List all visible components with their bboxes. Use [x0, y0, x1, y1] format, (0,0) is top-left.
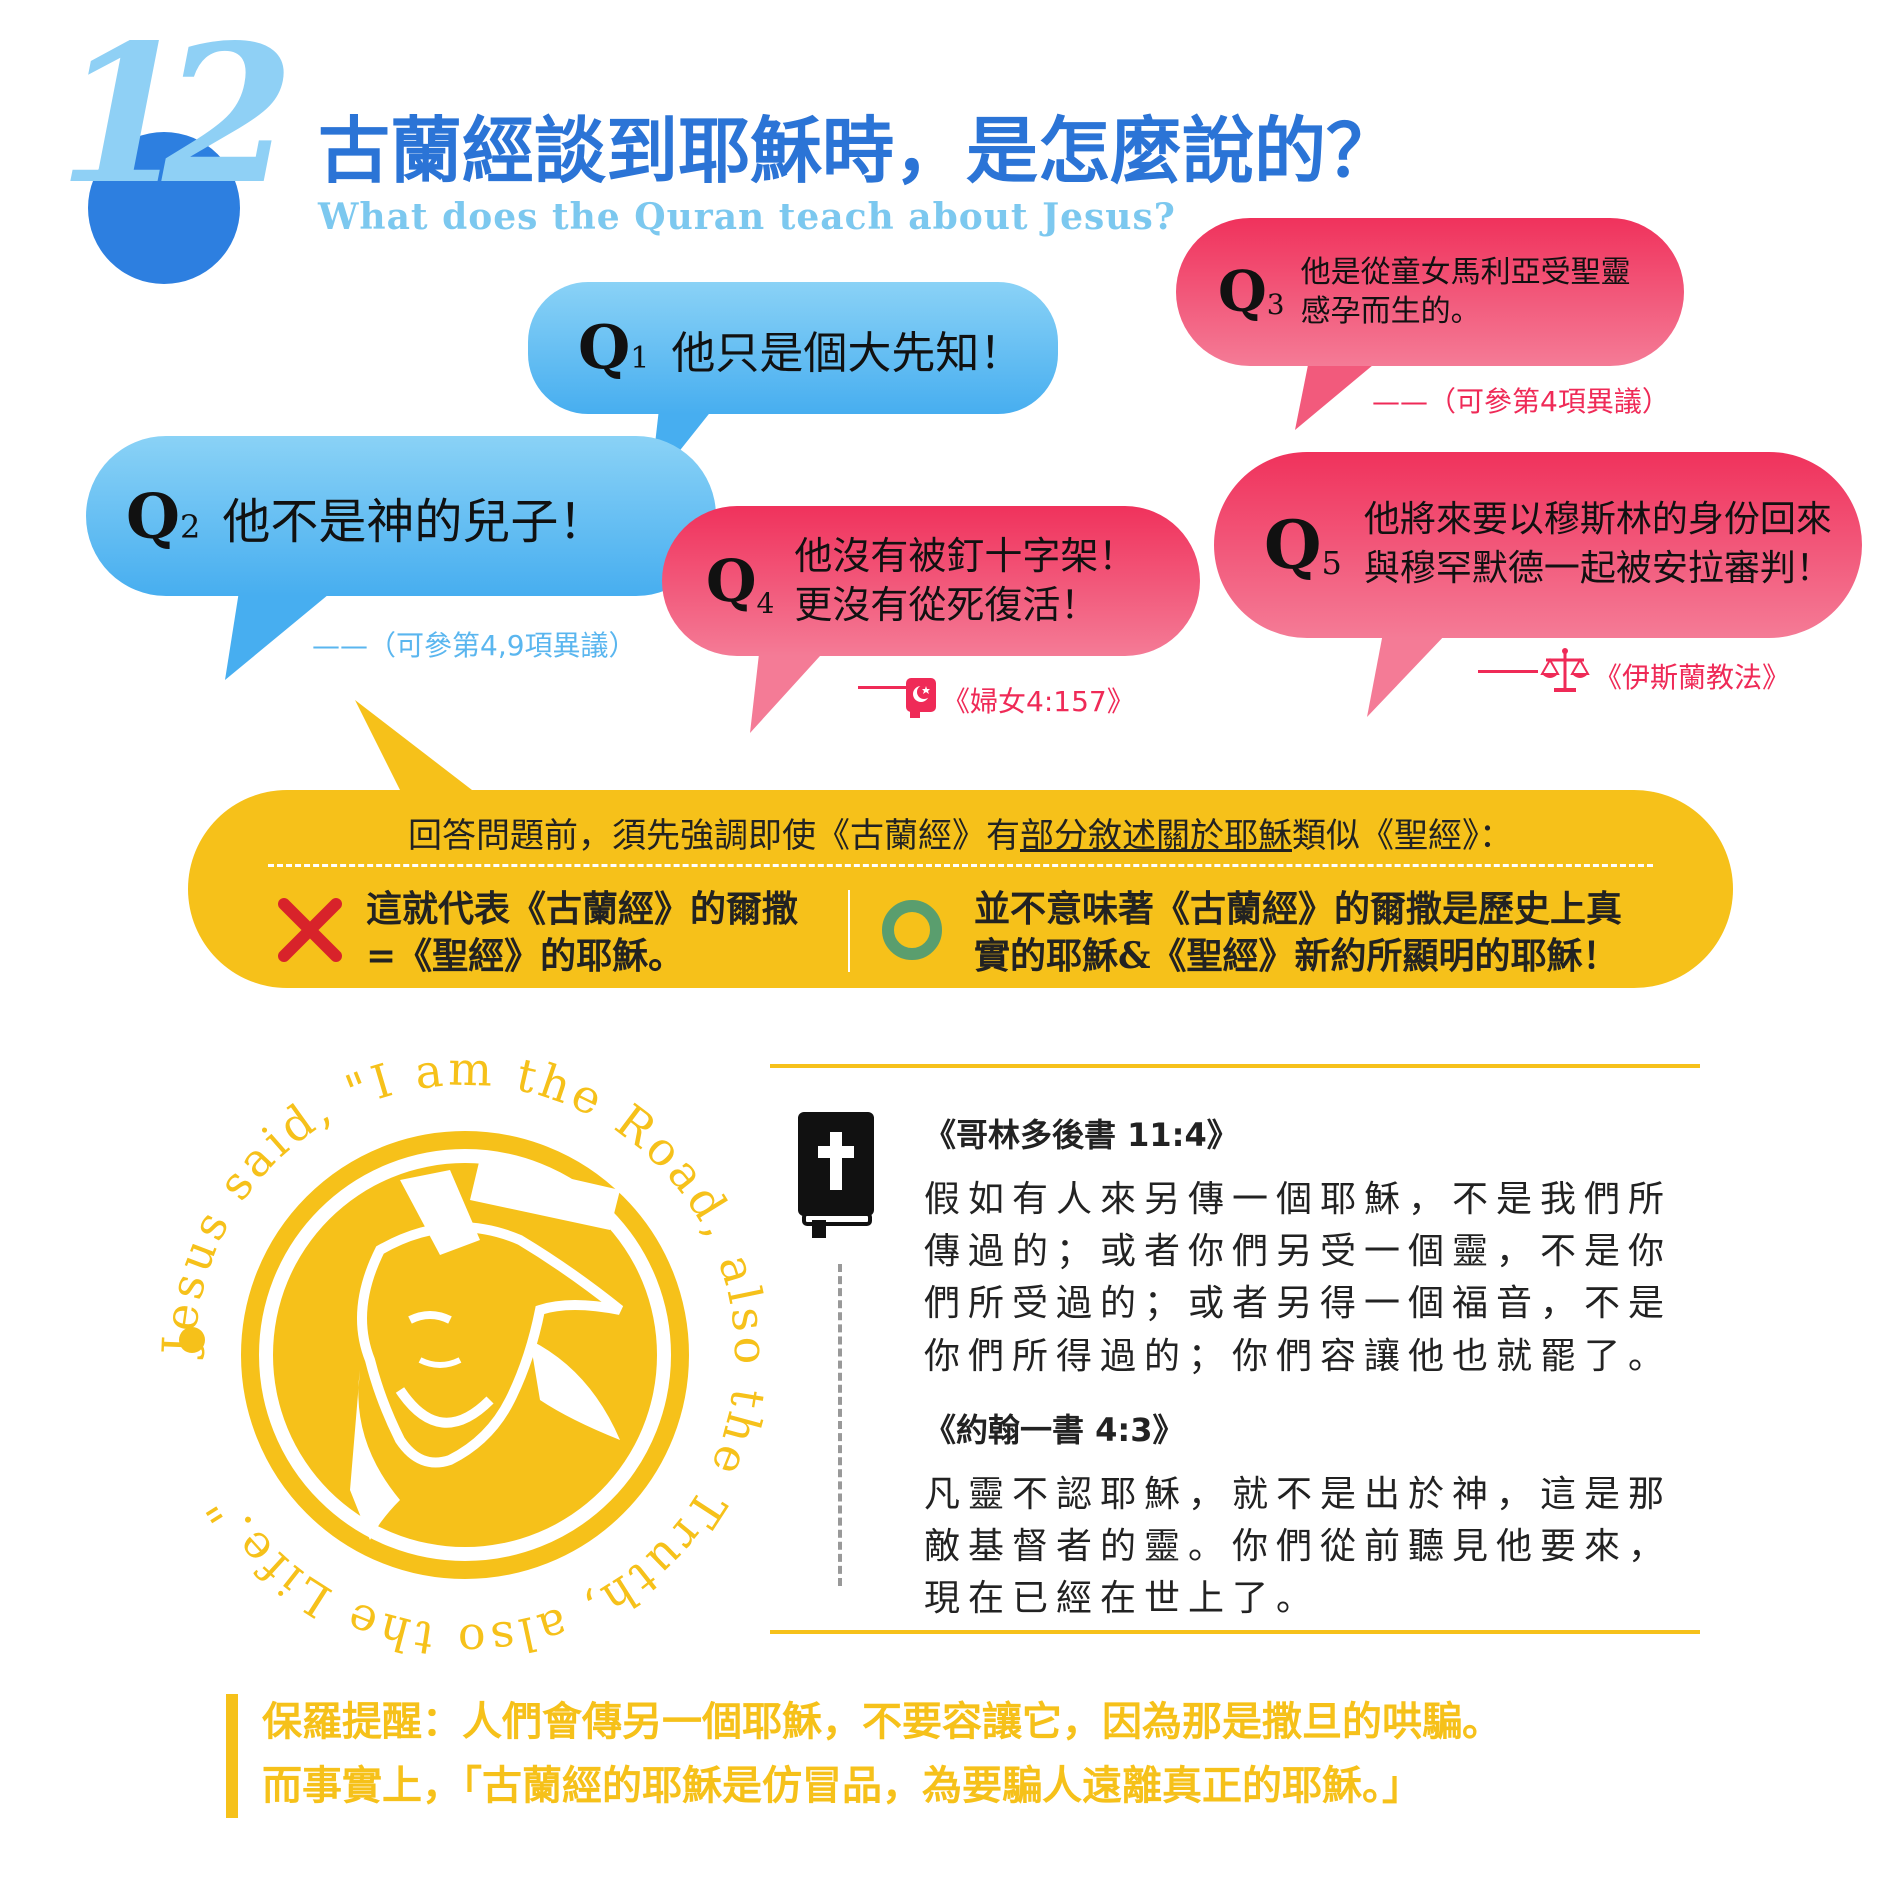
footer-line1: 保羅提醒：人們會傳另一個耶穌，不要容讓它，因為那是撒旦的哄騙。 — [262, 1698, 1502, 1745]
wrong-line1: 這就代表《古蘭經》的爾撒 — [366, 888, 799, 930]
answer-vertical-divider — [848, 890, 850, 972]
cross-shape — [400, 1158, 620, 1255]
q5-line2: 與穆罕默德一起被安拉審判！ — [1363, 548, 1832, 589]
scales-icon — [1540, 648, 1590, 692]
q2-tail — [225, 585, 340, 680]
wrong-line2: =《聖經》的耶穌。 — [366, 934, 685, 977]
scripture-top-rule — [770, 1064, 1700, 1068]
emblem-bullet — [179, 1327, 205, 1353]
scripture-2-line: 凡靈不認耶穌，就不是出於神，這是那 — [924, 1473, 1673, 1515]
right-line1: 並不意味著《古蘭經》的爾撒是歷史上真 — [974, 888, 1623, 930]
section-number: 12 — [58, 3, 294, 226]
q1-bubble: Q 1 他只是個大先知！ — [528, 282, 1058, 414]
q3-label: Q — [1218, 259, 1267, 325]
wrong-statement: 這就代表《古蘭經》的爾撒 =《聖經》的耶穌。 — [366, 886, 798, 980]
q2-text: 他不是神的兒子！ — [222, 493, 607, 550]
answer-intro-post: 類似《聖經》： — [1292, 816, 1513, 856]
scripture-text-1: 假如有人來另傳一個耶穌，不是我們所 傳過的；或者你們另受一個靈，不是你 們所受過… — [924, 1174, 1704, 1383]
quran-book-icon — [906, 678, 936, 718]
scripture-text-2: 凡靈不認耶穌，就不是出於神，這是那 敵基督者的靈。你們從前聽見他要來， 現在已經… — [924, 1469, 1704, 1626]
q3-sub: 3 — [1266, 288, 1285, 321]
scripture-block: 《哥林多後書 11:4》 假如有人來另傳一個耶穌，不是我們所 傳過的；或者你們另… — [924, 1110, 1704, 1625]
q4-tail — [750, 645, 830, 733]
q1-sub: 1 — [630, 341, 650, 376]
q3-note: ——（可參第4項異議） — [1372, 385, 1670, 418]
scripture-1-line: 假如有人來另傳一個耶穌，不是我們所 — [924, 1179, 1673, 1220]
scripture-2-line: 敵基督者的靈。你們從前聽見他要來， — [924, 1525, 1673, 1567]
page-subtitle: What does the Quran teach about Jesus? — [318, 196, 1176, 238]
footer-text: 保羅提醒：人們會傳另一個耶穌，不要容讓它，因為那是撒旦的哄騙。 而事實上，「古蘭… — [262, 1690, 1502, 1818]
wrong-x-icon — [278, 898, 342, 962]
page-title: 古蘭經談到耶穌時，是怎麼說的？ — [318, 108, 1399, 193]
scripture-ref-2: 《約翰一書 4:3》 — [924, 1410, 1185, 1449]
q5-tail — [1367, 612, 1467, 717]
number-circle — [88, 132, 240, 284]
footer-line2: 而事實上，「古蘭經的耶穌是仿冒品，為要騙人遠離真正的耶穌。」 — [262, 1762, 1422, 1809]
scripture-ref-1: 《哥林多後書 11:4》 — [924, 1116, 1239, 1154]
scripture-2-line: 現在已經在世上了。 — [924, 1578, 1321, 1620]
correct-circle-icon — [882, 900, 942, 960]
jesus-emblem: Jesus said, "I am the Road, also the Tru… — [152, 1041, 774, 1668]
bible-icon — [798, 1112, 874, 1238]
q5-line1: 他將來要以穆斯林的身份回來 — [1363, 499, 1832, 541]
scripture-1-line: 們所受過的；或者另得一個福音，不是 — [924, 1283, 1673, 1325]
q5-note: 《伊斯蘭教法》 — [1594, 661, 1791, 694]
q3-tail — [1295, 355, 1385, 430]
scripture-1-line: 你們所得過的；你們容讓他也就罷了。 — [924, 1335, 1673, 1377]
answer-tail — [355, 700, 485, 800]
answer-intro-pre: 回答問題前，須先強調即使《古蘭經》有 — [408, 816, 1020, 856]
q4-line2: 更沒有從死復活！ — [794, 583, 1099, 627]
q4-label: Q — [706, 547, 757, 615]
q1-text: 他只是個大先知！ — [671, 328, 1024, 379]
q2-sub: 2 — [180, 507, 201, 546]
q5-sub: 5 — [1321, 543, 1342, 582]
q4-sub: 4 — [756, 587, 775, 621]
answer-divider — [268, 864, 1653, 867]
answer-intro-underline: 部分敘述關於耶穌 — [1020, 816, 1292, 856]
footer-bar — [226, 1694, 238, 1818]
q2-note: ——（可參第4,9項異議） — [312, 629, 637, 662]
right-statement: 並不意味著《古蘭經》的爾撒是歷史上真 實的耶穌&《聖經》新約所顯明的耶穌！ — [974, 886, 1622, 980]
q4-bubble: Q 4 他沒有被釘十字架！ 更沒有從死復活！ — [662, 506, 1200, 656]
q5-label: Q — [1264, 506, 1322, 584]
q2-bubble: Q 2 他不是神的兒子！ — [86, 436, 716, 596]
q3-line1: 他是從童女馬利亞受聖靈 — [1300, 255, 1631, 290]
q5-note-dash — [1478, 670, 1538, 673]
answer-intro: 回答問題前，須先強調即使《古蘭經》有部分敘述關於耶穌類似《聖經》： — [188, 808, 1733, 857]
q4-line1: 他沒有被釘十字架！ — [794, 533, 1137, 578]
jesus-face-shape — [350, 1222, 624, 1540]
q1-label: Q — [578, 313, 631, 383]
right-line2: 實的耶穌&《聖經》新約所顯明的耶穌！ — [974, 934, 1619, 977]
q5-bubble: Q 5 他將來要以穆斯林的身份回來 與穆罕默德一起被安拉審判！ — [1214, 452, 1862, 638]
answer-box: 回答問題前，須先強調即使《古蘭經》有部分敘述關於耶穌類似《聖經》： 這就代表《古… — [188, 790, 1733, 988]
q4-note: 《婦女4:157》 — [942, 685, 1135, 718]
q2-label: Q — [126, 479, 181, 553]
scripture-dashed-line — [838, 1264, 842, 1586]
scripture-bottom-rule — [770, 1630, 1700, 1634]
q3-bubble: Q 3 他是從童女馬利亞受聖靈 感孕而生的。 — [1176, 218, 1684, 366]
q4-note-dash — [858, 686, 918, 689]
scripture-1-line: 傳過的；或者你們另受一個靈，不是你 — [924, 1231, 1673, 1273]
q3-line2: 感孕而生的。 — [1300, 294, 1481, 329]
